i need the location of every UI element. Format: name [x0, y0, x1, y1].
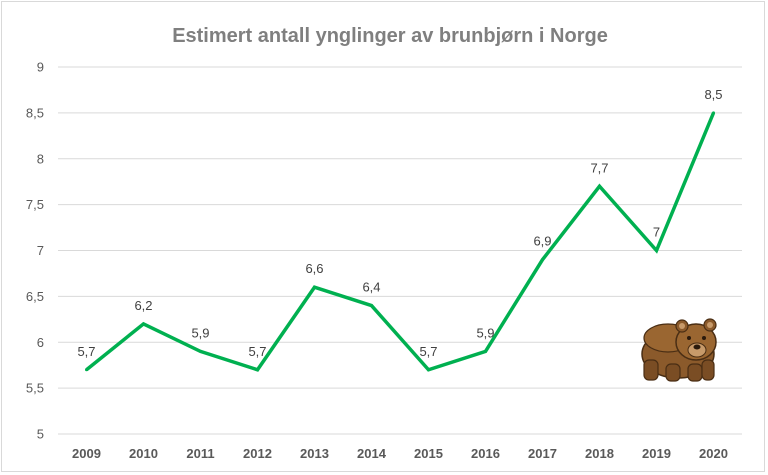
y-tick-label: 8,5: [26, 105, 44, 120]
data-label: 5,7: [419, 344, 437, 359]
x-tick-label: 2012: [243, 446, 272, 461]
series-layer: [85, 111, 716, 372]
data-point: [142, 322, 145, 326]
data-point: [598, 184, 601, 188]
x-tick-label: 2019: [642, 446, 671, 461]
data-point: [199, 349, 202, 353]
data-label: 6,9: [533, 234, 551, 249]
data-point: [85, 368, 88, 372]
data-label: 8,5: [704, 87, 722, 102]
gridlines: [58, 66, 742, 435]
x-tick-label: 2014: [357, 446, 387, 461]
data-label: 5,7: [77, 344, 95, 359]
data-point: [427, 368, 430, 372]
data-label: 5,7: [248, 344, 266, 359]
x-tick-label: 2010: [129, 446, 158, 461]
data-label: 6,4: [362, 280, 380, 295]
data-label: 6,6: [305, 261, 323, 276]
x-tick-label: 2015: [414, 446, 443, 461]
x-tick-label: 2018: [585, 446, 614, 461]
y-axis-ticks: 5 5,5 6 6,5 7 7,5 8 8,5 9: [26, 60, 44, 442]
data-labels: 5,7 6,2 5,9 5,7 6,6 6,4 5,7 5,9 6,9 7,7 7 8,5: [77, 87, 722, 359]
chart-title: Estimert antall ynglinger av brunbjørn i…: [172, 25, 608, 47]
x-tick-label: 2009: [72, 446, 101, 461]
x-tick-label: 2016: [471, 446, 500, 461]
data-point: [655, 249, 658, 252]
data-point: [712, 111, 715, 115]
y-tick-label: 7,5: [26, 197, 44, 212]
data-label: 5,9: [191, 325, 209, 340]
data-point: [313, 285, 316, 289]
data-point: [256, 368, 259, 372]
y-tick-label: 6,5: [26, 289, 44, 304]
data-label: 7,7: [590, 160, 608, 175]
data-point: [484, 349, 487, 353]
data-label: 7: [653, 225, 660, 240]
brown-bear-icon: [641, 318, 717, 382]
series-line: [85, 112, 716, 372]
y-tick-label: 6: [37, 335, 44, 350]
x-axis-ticks: 2009 2010 2011 2012 2013 2014 2015 2016 2017 2018…: [72, 446, 728, 461]
y-tick-label: 9: [37, 60, 44, 75]
data-point: [541, 258, 544, 262]
y-tick-label: 8: [37, 151, 44, 166]
data-label: 6,2: [134, 298, 152, 313]
data-label: 5,9: [476, 325, 494, 340]
y-tick-label: 7: [37, 243, 44, 258]
x-tick-label: 2013: [300, 446, 329, 461]
x-tick-label: 2011: [186, 446, 214, 461]
y-tick-label: 5: [37, 427, 44, 442]
x-tick-label: 2017: [528, 446, 557, 461]
x-tick-label: 2020: [699, 446, 728, 461]
y-tick-label: 5,5: [26, 381, 44, 396]
data-point: [370, 304, 373, 308]
